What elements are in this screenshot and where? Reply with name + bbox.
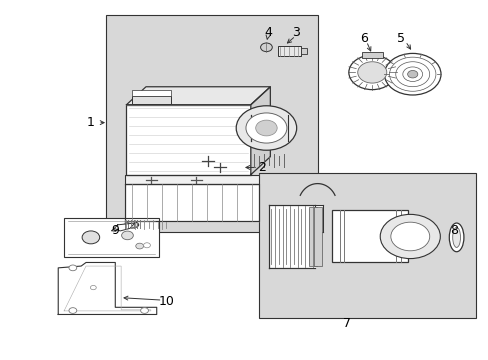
Polygon shape [125, 175, 259, 184]
Circle shape [357, 62, 386, 83]
Bar [64, 218, 159, 257]
Text: 10: 10 [158, 296, 174, 309]
Circle shape [255, 120, 277, 136]
Circle shape [122, 231, 133, 240]
Bar [132, 96, 171, 104]
Polygon shape [250, 87, 270, 175]
Polygon shape [268, 205, 315, 268]
Circle shape [390, 222, 429, 251]
Bar [277, 46, 301, 56]
Polygon shape [126, 87, 270, 105]
Ellipse shape [452, 227, 460, 247]
Text: 7: 7 [342, 317, 350, 330]
Bar [313, 207, 321, 266]
Polygon shape [114, 223, 135, 231]
Bar [361, 52, 382, 58]
Bar [259, 173, 475, 318]
Bar [301, 48, 306, 54]
Text: 5: 5 [396, 32, 404, 45]
Text: 8: 8 [449, 224, 457, 237]
Circle shape [69, 265, 77, 271]
Bar [308, 207, 316, 266]
Circle shape [348, 55, 395, 90]
Circle shape [260, 43, 272, 51]
Circle shape [245, 113, 286, 143]
Bar [126, 105, 250, 175]
Bar [132, 90, 171, 96]
Circle shape [384, 53, 440, 95]
Text: 4: 4 [264, 27, 271, 40]
Polygon shape [315, 205, 322, 232]
Polygon shape [58, 262, 157, 315]
Circle shape [407, 71, 417, 78]
Text: 6: 6 [359, 32, 367, 45]
Text: 1: 1 [87, 116, 95, 129]
Bar [250, 117, 282, 139]
Circle shape [136, 243, 143, 249]
Text: 3: 3 [291, 27, 299, 40]
Ellipse shape [448, 223, 463, 252]
Circle shape [380, 215, 439, 258]
Circle shape [236, 106, 296, 150]
Text: 9: 9 [111, 224, 119, 237]
Circle shape [141, 308, 148, 314]
Circle shape [143, 243, 150, 248]
Circle shape [82, 231, 100, 244]
Circle shape [90, 285, 96, 290]
Bar [331, 211, 407, 262]
Ellipse shape [124, 222, 139, 228]
Polygon shape [125, 184, 259, 221]
Circle shape [69, 308, 77, 314]
Text: 2: 2 [257, 161, 265, 174]
Bar [105, 15, 317, 232]
